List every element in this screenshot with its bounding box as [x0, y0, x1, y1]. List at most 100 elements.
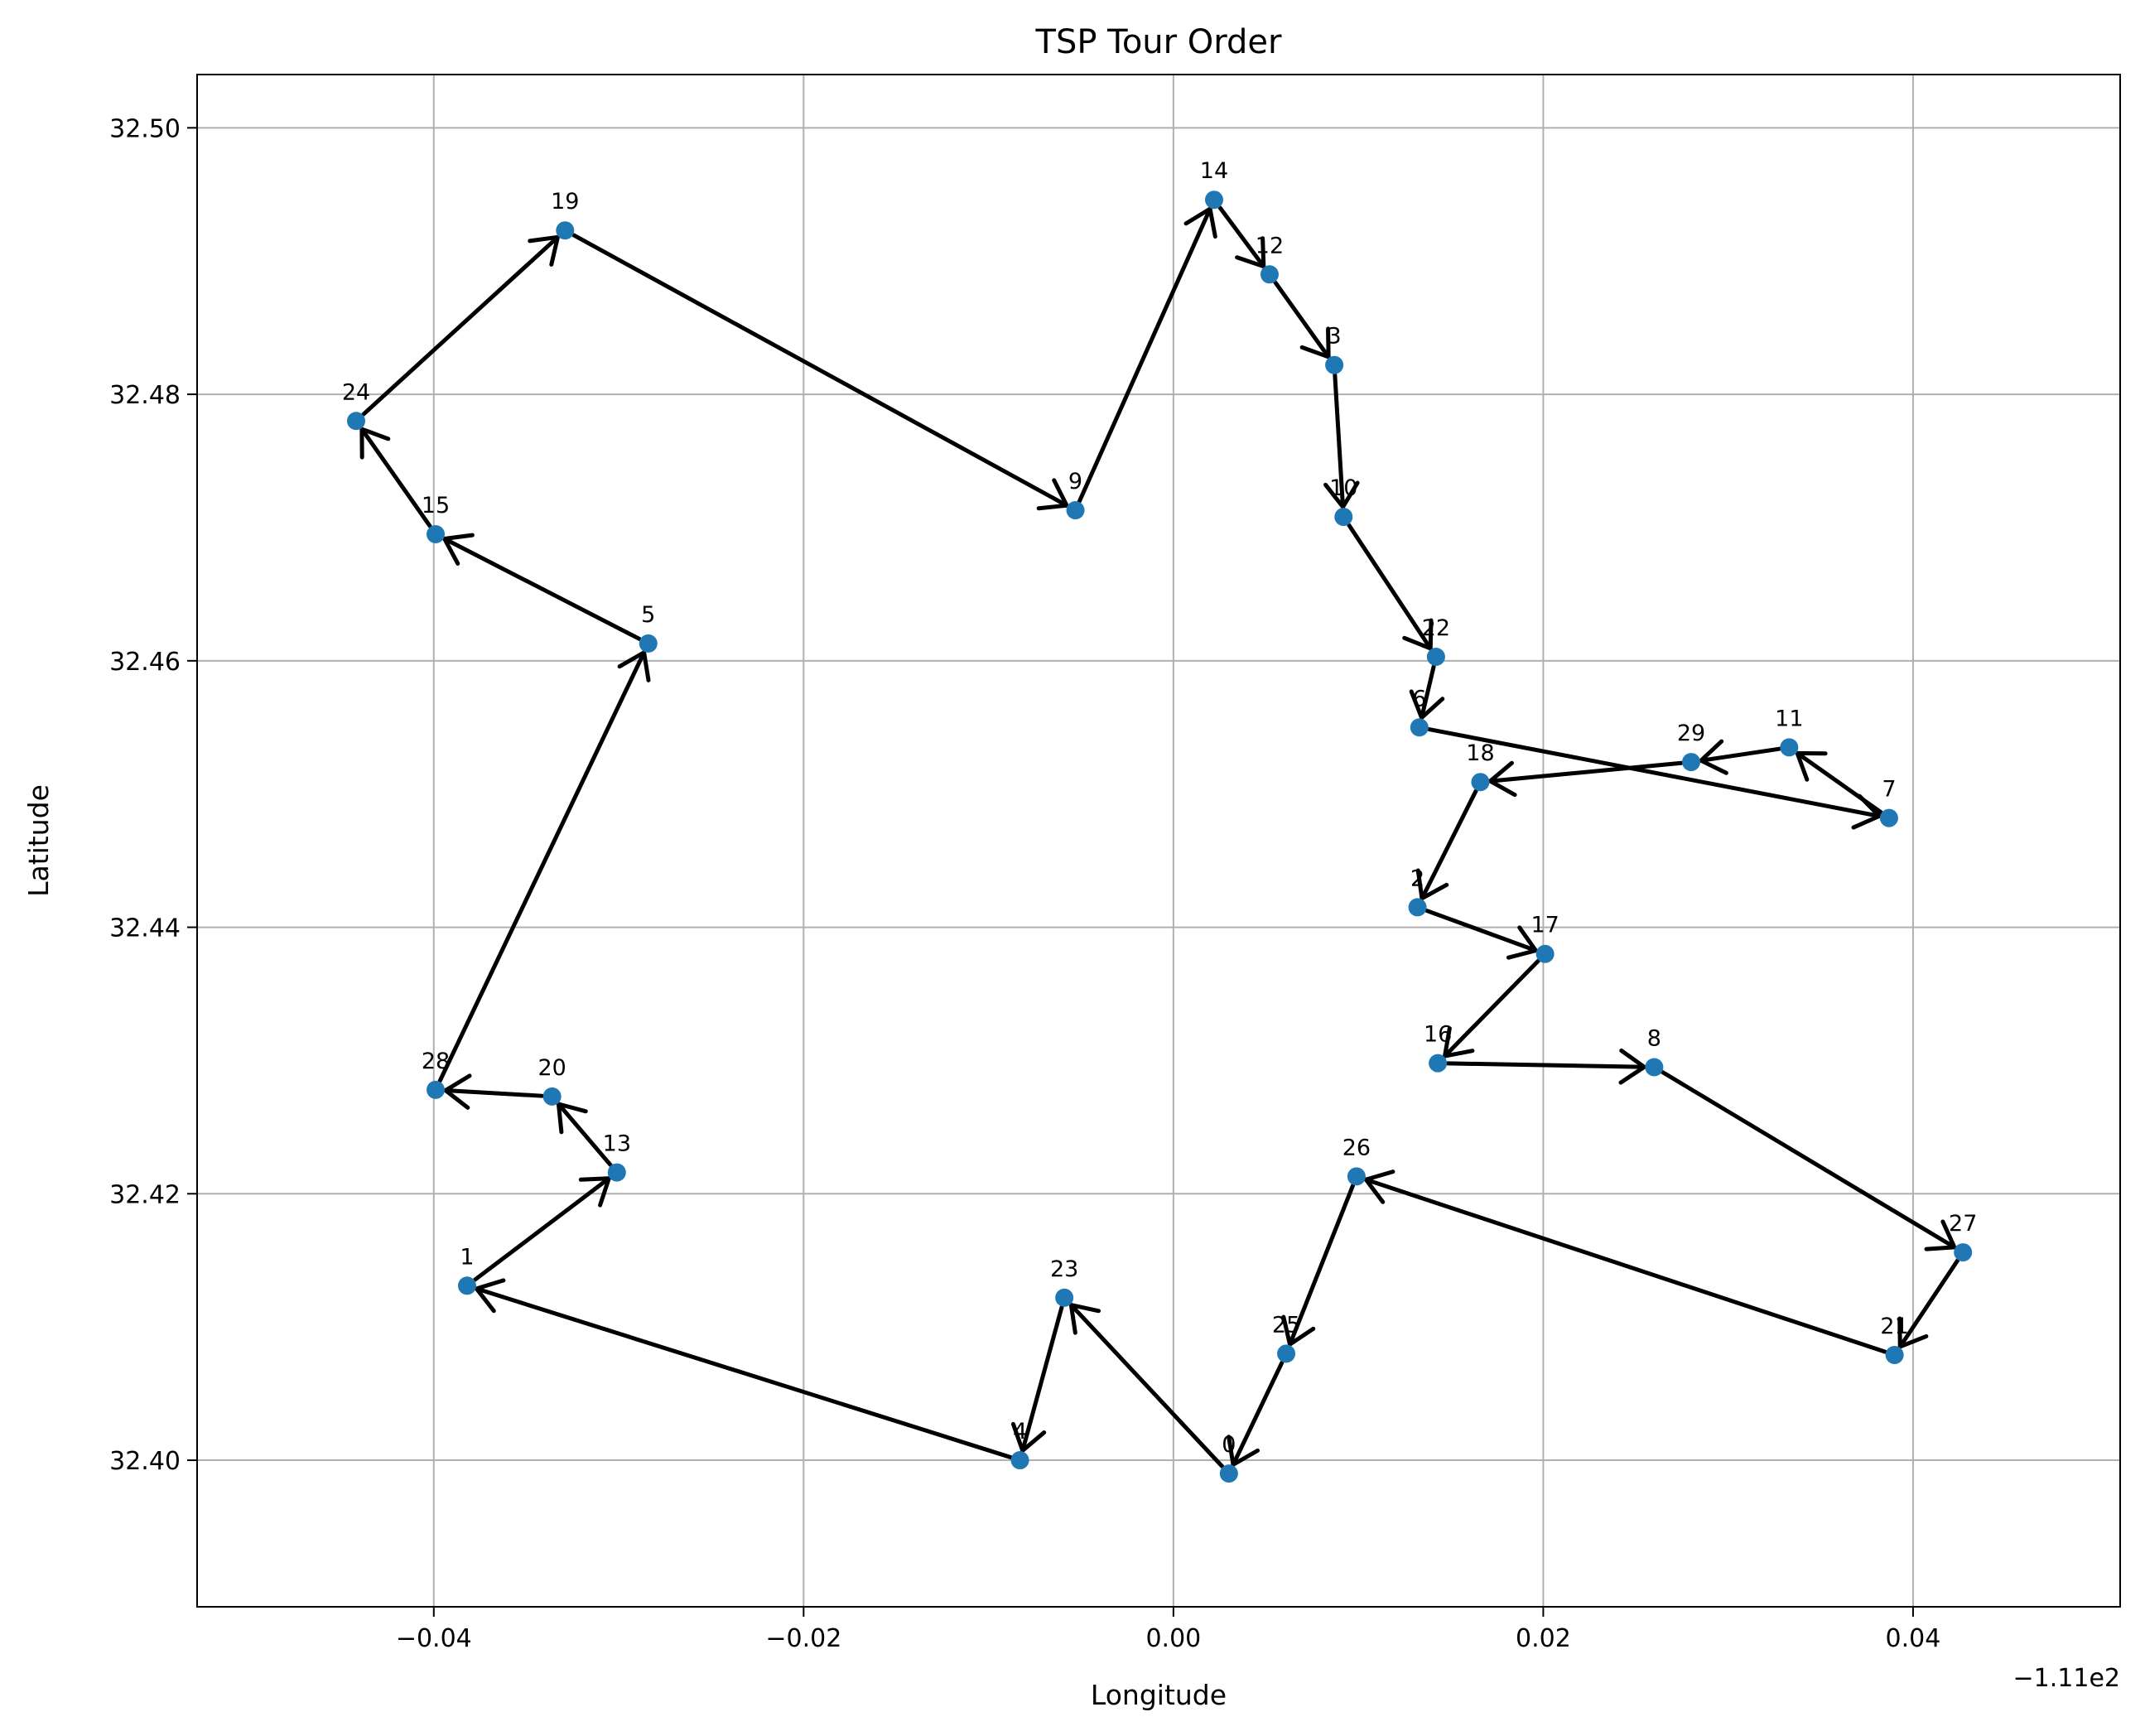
tour-point-label: 21	[1880, 1314, 1908, 1339]
tour-point-label: 1	[460, 1244, 474, 1270]
tour-point-marker	[1780, 738, 1799, 757]
tour-arrow-line	[1427, 727, 1882, 818]
tour-point-marker	[1260, 265, 1279, 284]
x-tick-label: 0.04	[1886, 1624, 1941, 1653]
tour-arrow-head	[1235, 236, 1266, 269]
x-tick-label: −0.04	[396, 1624, 472, 1653]
tour-arrow-head	[1299, 326, 1331, 359]
tour-arrow-line	[1443, 958, 1540, 1058]
tour-arrow-line	[1333, 373, 1346, 509]
y-tick-label: 32.46	[109, 648, 181, 677]
tour-point-marker	[639, 634, 658, 653]
tour-arrow-line	[361, 234, 560, 417]
tour-point-label: 8	[1647, 1025, 1661, 1051]
tour-arrow-line	[1420, 788, 1478, 901]
tour-point-marker	[556, 221, 575, 240]
tour-arrow-head	[1323, 480, 1360, 509]
tour-arrow-head	[617, 650, 651, 682]
tour-point-label: 17	[1530, 913, 1559, 938]
tour-arrow-head	[442, 533, 475, 566]
tour-arrow-head	[1443, 1026, 1475, 1058]
tour-point-label: 5	[641, 602, 655, 628]
y-tick-label: 32.40	[109, 1447, 181, 1476]
tour-point-label: 24	[342, 379, 370, 405]
tour-arrow-head	[474, 1278, 506, 1314]
tour-point-label: 0	[1222, 1432, 1236, 1458]
tour-arrow-line	[1424, 909, 1538, 953]
tour-point-marker	[1334, 508, 1353, 527]
axes-frame	[196, 74, 2121, 1608]
tour-point-marker	[1066, 501, 1085, 520]
tour-point-marker	[607, 1163, 626, 1182]
tour-point-marker	[542, 1087, 562, 1106]
tour-arrow-head	[1795, 750, 1828, 782]
tour-arrow-line	[1487, 760, 1684, 784]
tour-point-label: 19	[551, 189, 579, 215]
tour-arrows	[359, 205, 1960, 1468]
tour-arrow-line	[443, 1088, 545, 1098]
tour-arrow-line	[1420, 664, 1436, 721]
tour-point-marker	[1204, 190, 1223, 210]
chart-title: TSP Tour Order	[1035, 23, 1283, 61]
tour-arrow-line	[1287, 1184, 1355, 1347]
tour-point-label: 10	[1329, 475, 1357, 501]
tour-arrow-line	[1363, 1177, 1887, 1354]
y-tick-label: 32.48	[109, 381, 181, 410]
tour-point-label: 16	[1424, 1022, 1452, 1048]
tour-arrow-line	[1273, 280, 1331, 359]
tour-arrow-head	[1068, 1303, 1101, 1335]
tour-arrow-head	[1036, 478, 1069, 511]
y-axis-label: Latitude	[22, 784, 55, 897]
tour-point-marker	[1408, 898, 1427, 917]
tour-arrow-line	[473, 1176, 611, 1282]
tour-point-marker	[1471, 773, 1490, 792]
x-axis-offset-label: −1.11e2	[2013, 1664, 2120, 1693]
tour-point-marker	[457, 1276, 476, 1295]
tour-arrow-head	[1415, 868, 1449, 901]
tour-point-label: 2	[1410, 866, 1424, 891]
y-tick-label: 32.44	[109, 914, 181, 943]
tour-point-label: 29	[1677, 721, 1705, 746]
tour-arrow-head	[1409, 689, 1445, 721]
tour-arrow-line	[359, 427, 432, 528]
tour-arrow-head	[1487, 760, 1517, 798]
tour-arrow-line	[1795, 750, 1883, 815]
tour-arrow-head	[1618, 1048, 1646, 1085]
tour-arrow-line	[1445, 1061, 1646, 1069]
tour-point-label: 28	[422, 1049, 450, 1074]
tour-point-marker	[1429, 1054, 1448, 1073]
tour-point-marker	[1426, 648, 1445, 666]
tour-point-marker	[347, 412, 366, 431]
x-axis-label: Longitude	[1091, 1679, 1227, 1711]
tour-arrow-head	[1924, 1219, 1957, 1251]
tour-point-marker	[1535, 944, 1555, 963]
tour-point-label: 26	[1342, 1135, 1371, 1160]
tour-arrow-line	[1020, 1304, 1064, 1453]
tour-point-label: 23	[1050, 1256, 1078, 1282]
tour-arrow-head	[1699, 739, 1728, 775]
tour-arrow-line	[556, 1102, 613, 1167]
tour-arrow-line	[1217, 205, 1266, 269]
tour-arrow-head	[1183, 206, 1217, 239]
tour-point-label: 9	[1068, 469, 1082, 494]
x-axis-ticks: −0.04 −0.02 0.00 0.02 0.04	[396, 1607, 1941, 1653]
tour-point-label: 6	[1412, 686, 1426, 711]
tour-arrow-head	[1010, 1421, 1047, 1453]
tour-arrow-head	[1897, 1316, 1929, 1349]
tour-point-marker	[1885, 1345, 1904, 1364]
tour-arrow-head	[1281, 1314, 1316, 1347]
tour-point-label: 4	[1013, 1419, 1027, 1444]
tour-arrow-line	[1231, 1360, 1285, 1467]
tour-point-marker	[1219, 1464, 1238, 1483]
grid-lines	[197, 75, 2120, 1607]
tour-point-marker	[1277, 1344, 1296, 1363]
tour-point-marker	[1325, 355, 1344, 374]
tour-arrow-line	[1661, 1070, 1957, 1250]
y-tick-label: 32.42	[109, 1180, 181, 1209]
tour-point-marker	[1410, 718, 1429, 737]
tour-point-marker	[1645, 1058, 1664, 1077]
tour-arrow-line	[442, 536, 642, 641]
tour-arrow-head	[359, 427, 391, 460]
tour-point-marker	[1879, 808, 1898, 827]
